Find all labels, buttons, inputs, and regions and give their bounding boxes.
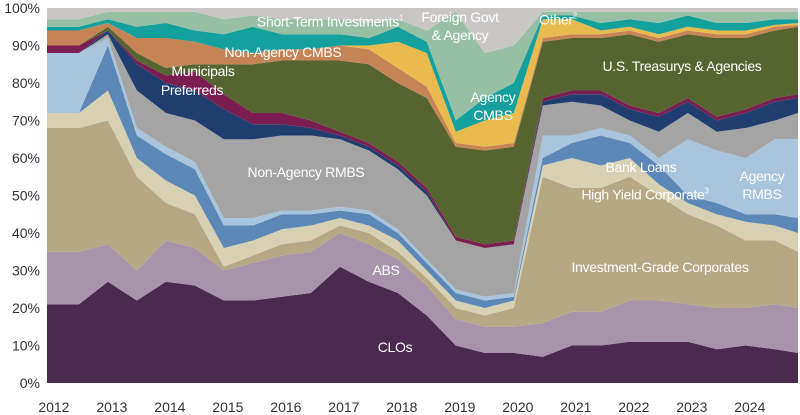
area-agency-rmbs [47, 38, 798, 301]
x-tick-label: 2013 [96, 399, 127, 415]
label-non-agency-rmbs: Non-Agency RMBS [247, 164, 365, 180]
area-u-s-treasurys-agencies [47, 26, 798, 245]
y-tick-label: 0% [20, 375, 40, 391]
label-short-term-investments: Short-Term Investments1 [256, 13, 404, 30]
y-tick-label: 100% [4, 0, 40, 16]
y-tick-label: 30% [12, 263, 40, 279]
y-tick-label: 60% [12, 150, 40, 166]
area-short-term-investments [47, 11, 798, 121]
area-high-yield-corporate [47, 90, 798, 316]
area-non-agency-cmbs [47, 23, 798, 151]
x-tick-label: 2017 [328, 399, 359, 415]
y-tick-label: 50% [12, 188, 40, 204]
x-tick-label: 2023 [676, 399, 707, 415]
x-tick-label: 2014 [154, 399, 185, 415]
label-agency-cmbs: Agency CMBS [470, 89, 516, 123]
label-other: Other2 [539, 11, 577, 28]
label-treasurys: U.S. Treasurys & Agencies [602, 58, 762, 74]
area-other [47, 15, 798, 132]
y-tick-label: 20% [12, 300, 40, 316]
x-tick-label: 2012 [38, 399, 69, 415]
area-agency-cmbs [47, 19, 798, 147]
label-ig-corporates: Investment-Grade Corporates [571, 259, 749, 275]
y-tick-label: 90% [12, 38, 40, 54]
y-tick-label: 10% [12, 338, 40, 354]
x-tick-label: 2024 [734, 399, 765, 415]
area-investment-grade-corporates [47, 120, 798, 327]
area-preferreds [47, 30, 798, 248]
label-preferreds: Preferreds [160, 82, 224, 98]
label-high-yield: High Yield Corporate3 [581, 186, 709, 203]
x-tick-label: 2018 [386, 399, 417, 415]
x-tick-label: 2021 [560, 399, 591, 415]
label-abs: ABS [372, 262, 400, 278]
area-abs [47, 233, 798, 357]
area-foreign-govt-agency [47, 8, 798, 53]
x-tick-label: 2020 [502, 399, 533, 415]
y-tick-label: 70% [12, 113, 40, 129]
label-bank-loans: Bank Loans [605, 159, 677, 175]
x-tick-label: 2022 [618, 399, 649, 415]
area-non-agency-rmbs [47, 34, 798, 297]
x-tick-label: 2015 [212, 399, 243, 415]
area-bank-loans [47, 45, 798, 308]
x-tick-label: 2019 [444, 399, 475, 415]
y-tick-label: 80% [12, 75, 40, 91]
label-foreign-govt: Foreign Govt & Agency [421, 9, 499, 43]
label-municipals: Municipals [171, 63, 235, 79]
label-non-agency-cmbs: Non-Agency CMBS [224, 44, 342, 60]
area-clos [47, 266, 798, 383]
y-tick-label: 40% [12, 225, 40, 241]
label-agency-rmbs: Agency RMBS [739, 168, 785, 202]
x-tick-label: 2016 [270, 399, 301, 415]
label-clos: CLOs [377, 339, 413, 355]
